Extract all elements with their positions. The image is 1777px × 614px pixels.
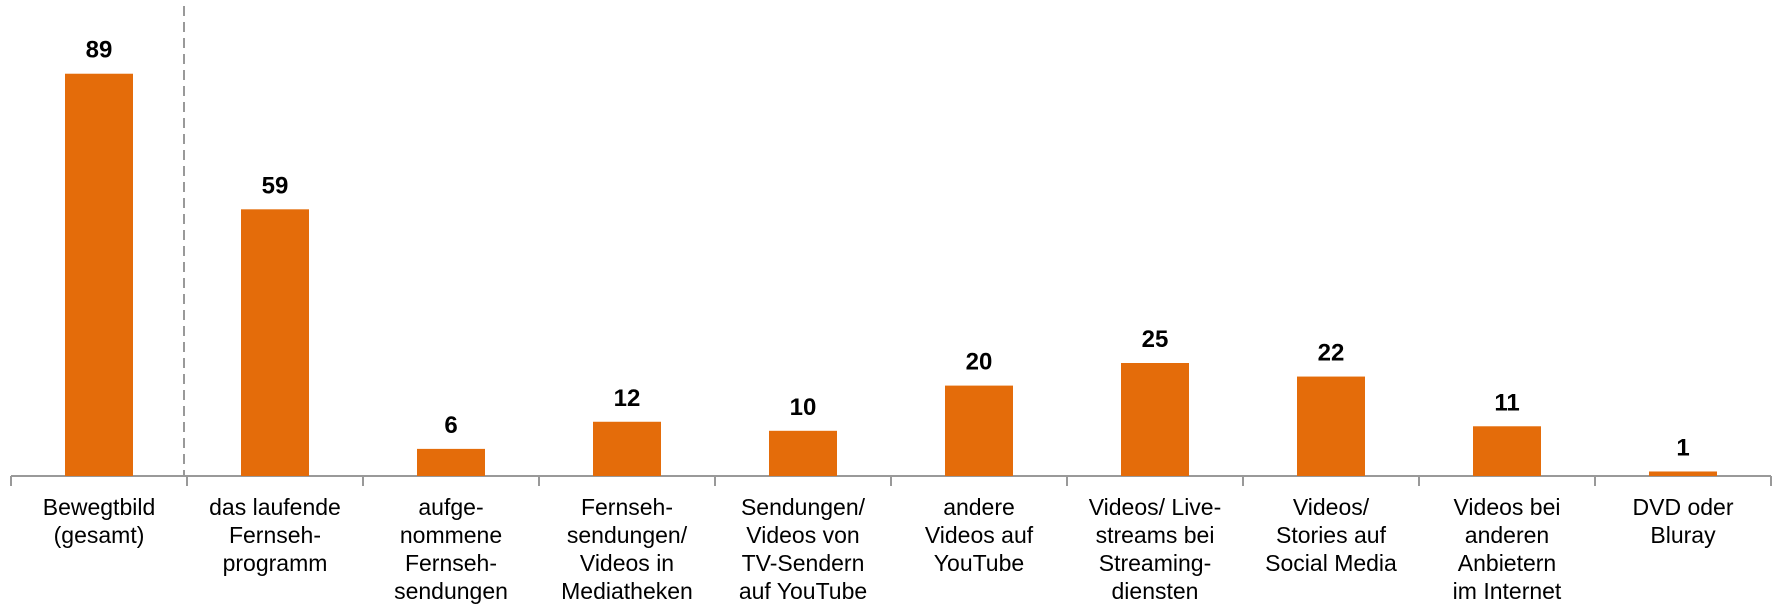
bar	[241, 209, 309, 476]
x-tick-label: DVD oder Bluray	[1632, 494, 1734, 548]
bar	[1297, 376, 1365, 476]
value-label: 25	[1142, 326, 1169, 353]
x-tick-label: aufge- nommene Fernseh- sendungen	[394, 494, 508, 604]
bar	[1473, 426, 1541, 476]
x-tick-label: Videos/ Live- streams bei Streaming- die…	[1088, 494, 1222, 604]
x-tick-label: Bewegtbild (gesamt)	[42, 494, 156, 548]
value-label: 22	[1318, 340, 1345, 367]
bar	[1649, 471, 1717, 476]
value-label: 6	[444, 412, 457, 439]
value-label: 12	[614, 385, 641, 412]
value-label: 89	[86, 37, 113, 64]
value-label: 11	[1494, 389, 1519, 416]
x-tick-label: Videos/ Stories auf Social Media	[1265, 494, 1397, 576]
value-label: 10	[790, 394, 817, 421]
value-label: 1	[1676, 434, 1689, 461]
value-label: 20	[966, 349, 993, 376]
bar	[945, 385, 1013, 476]
bar	[769, 430, 837, 476]
bar	[1121, 363, 1189, 476]
x-tick-label: andere Videos auf YouTube	[924, 494, 1034, 576]
x-tick-label: Sendungen/ Videos von TV-Sendern auf You…	[738, 494, 868, 604]
bar	[65, 73, 133, 476]
x-tick-label: Fernseh- sendungen/ Videos in Mediatheke…	[561, 494, 693, 604]
bar	[593, 421, 661, 476]
x-tick-label: das laufende Fernseh- programm	[209, 494, 341, 576]
bar	[417, 448, 485, 476]
value-label: 59	[262, 172, 289, 199]
x-tick-label: Videos bei anderen Anbietern im Internet	[1452, 494, 1562, 604]
